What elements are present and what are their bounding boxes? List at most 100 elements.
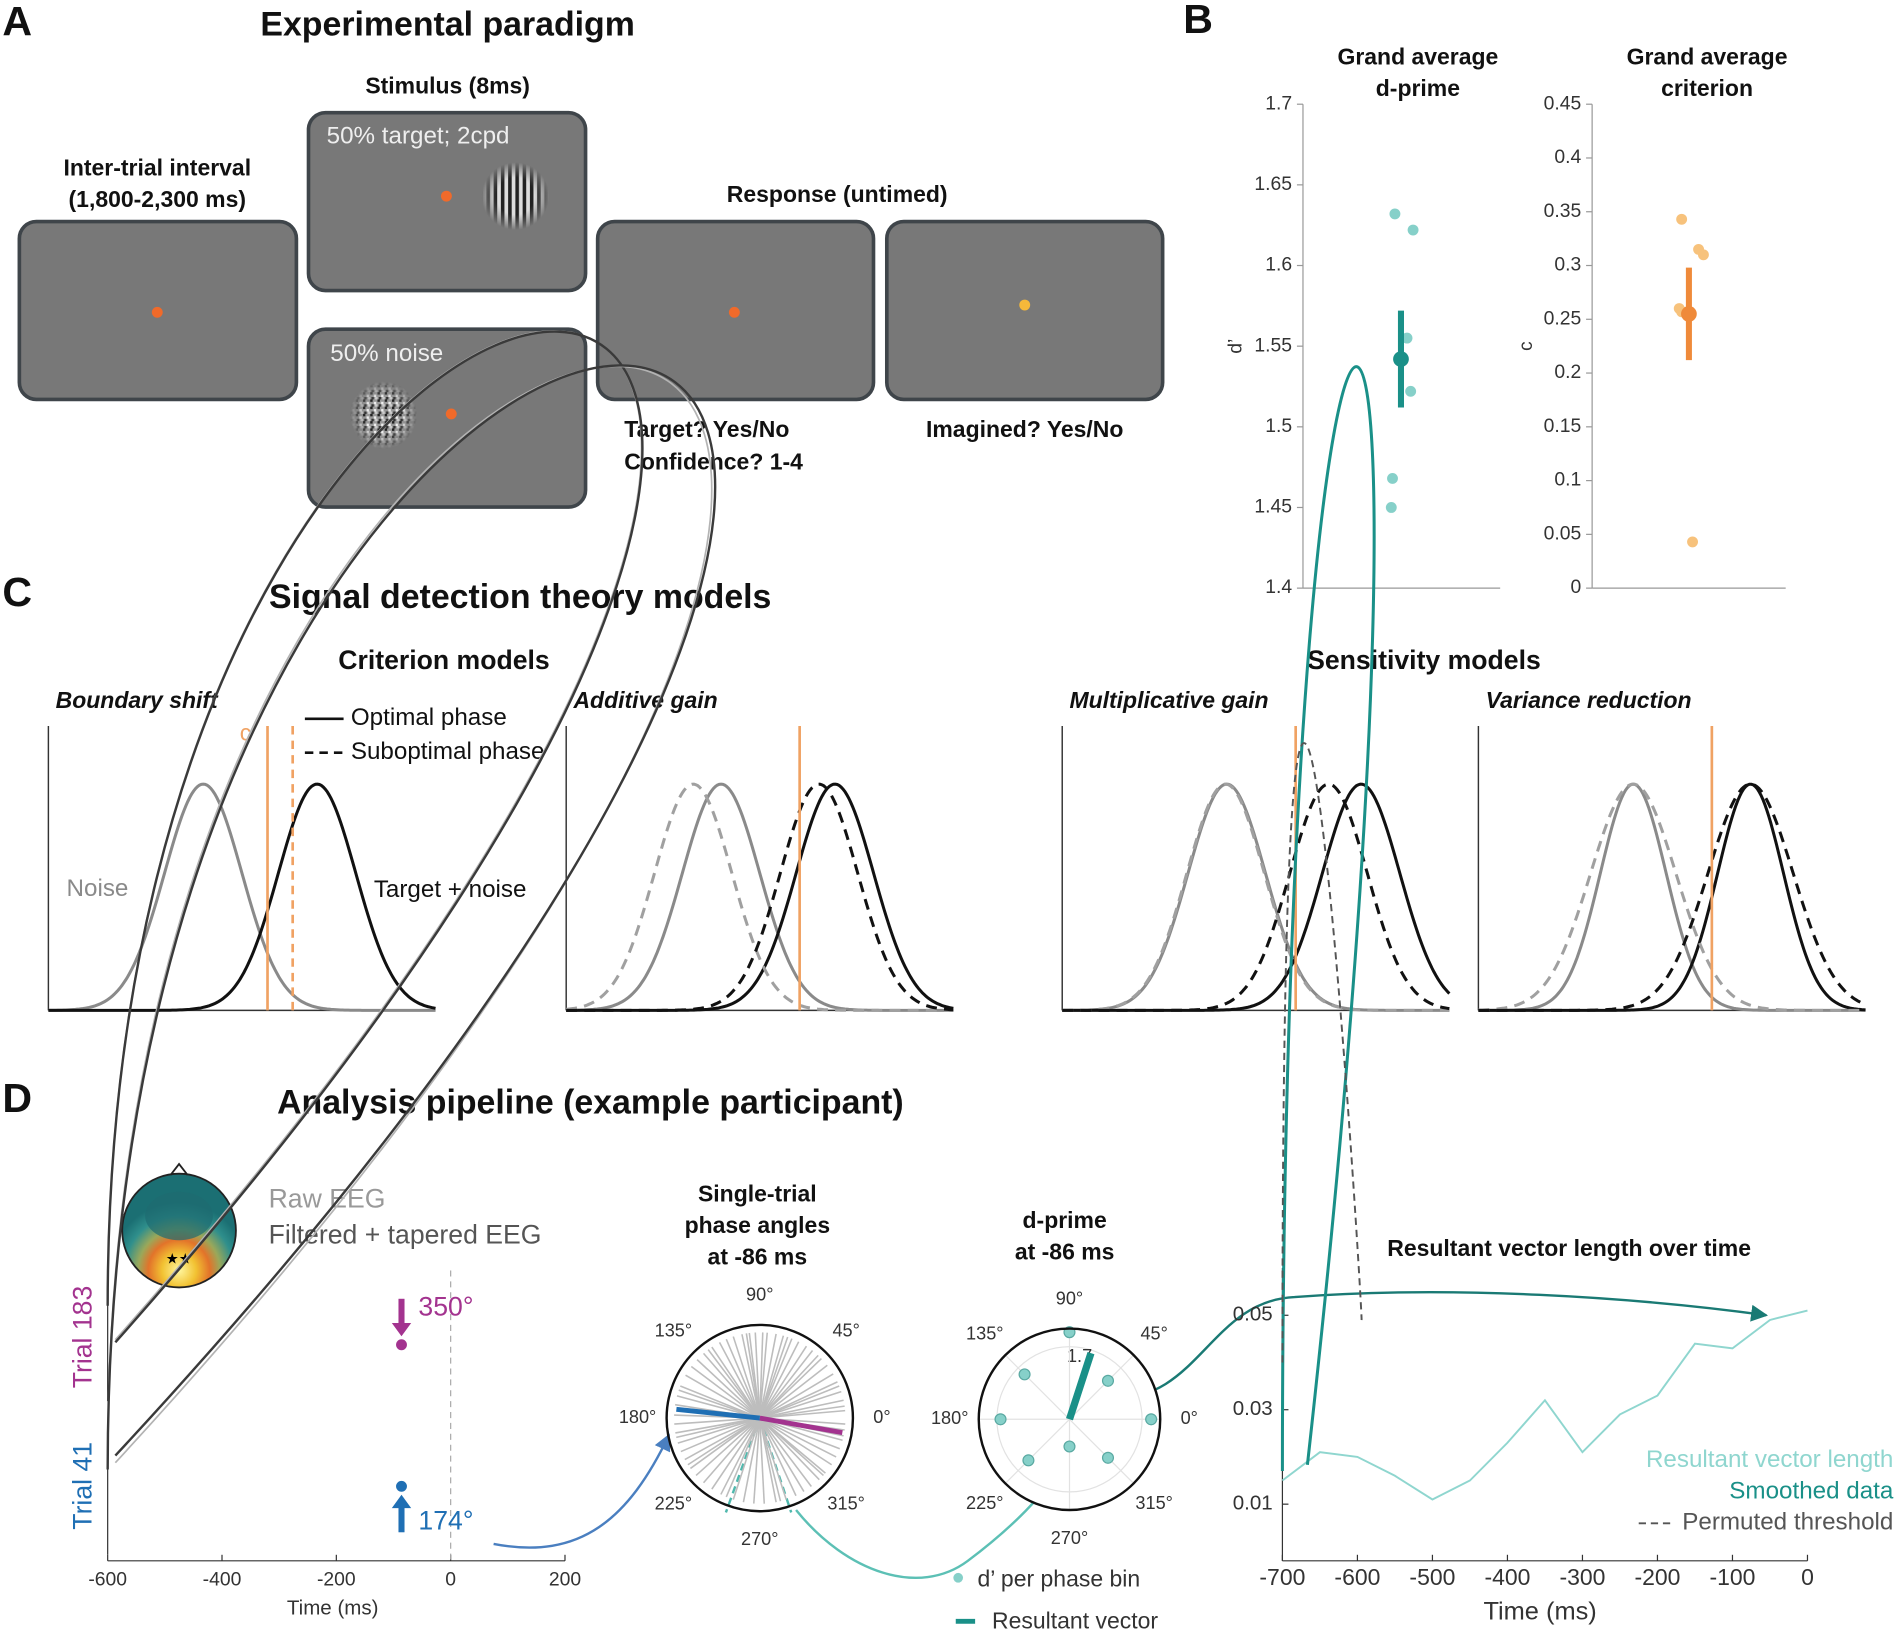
section-title: Experimental paradigm	[260, 6, 634, 44]
dprime-point	[1101, 1374, 1115, 1387]
phase-line	[702, 1352, 761, 1419]
section-title: Analysis pipeline (example participant)	[277, 1084, 904, 1122]
phase-line	[680, 1417, 761, 1453]
phase-line	[759, 1373, 834, 1419]
data-point	[1389, 208, 1401, 220]
x-axis-label: Time (ms)	[1483, 1598, 1596, 1626]
y-tick-label: 0	[1570, 576, 1581, 598]
phase-line	[753, 1418, 761, 1504]
legend-label: Permuted threshold	[1682, 1509, 1893, 1536]
y-tick-label: 0.4	[1554, 146, 1581, 168]
angle-grid	[1004, 1418, 1070, 1484]
legend-label: Raw EEG	[269, 1183, 386, 1213]
data-point	[1697, 249, 1709, 261]
angle-tick-label: 180°	[931, 1408, 969, 1428]
x-tick-label: -300	[1559, 1564, 1605, 1590]
noise-curve	[1478, 782, 1866, 1012]
angle-tick-label: 45°	[1140, 1323, 1167, 1343]
y-tick-label: 1.6	[1265, 254, 1292, 276]
screen-title: Response (untimed)	[727, 181, 948, 207]
y-tick-label: 0.2	[1554, 361, 1581, 383]
x-tick-label: -600	[1334, 1564, 1380, 1590]
panel-title: Boundary shift	[56, 687, 219, 713]
screen-text: 50% noise	[330, 340, 443, 367]
phase-line	[732, 1417, 761, 1500]
angle-grid	[1004, 1354, 1070, 1420]
x-axis-label: Time (ms)	[287, 1597, 379, 1620]
y-tick-label: 0.15	[1544, 415, 1582, 437]
panel-title: Variance reduction	[1486, 687, 1692, 713]
legend-label: Suboptimal phase	[351, 738, 545, 765]
phase-line	[690, 1365, 761, 1419]
angle-tick-label: 0°	[1181, 1408, 1198, 1428]
question: Imagined? Yes/No	[926, 416, 1123, 442]
panel-title: Multiplicative gain	[1069, 687, 1268, 713]
y-tick-label: 0.45	[1544, 92, 1582, 114]
data-point	[1401, 332, 1413, 344]
phase-line	[759, 1417, 805, 1492]
angle-tick-label: 0°	[873, 1407, 890, 1427]
angle-tick-label: 225°	[966, 1493, 1004, 1513]
chart-title: at -86 ms	[1015, 1239, 1115, 1265]
dprime-point	[1018, 1368, 1031, 1381]
trial-label: Trial 41	[68, 1442, 98, 1530]
raw-trace	[106, 365, 713, 1464]
phase-line	[754, 1332, 761, 1419]
data-point	[1407, 224, 1419, 236]
target-curve	[566, 782, 954, 1012]
phase-line	[759, 1390, 842, 1419]
y-tick-label: 1.4	[1265, 576, 1292, 598]
legend-label: Smoothed data	[1729, 1477, 1894, 1504]
resultant-vector	[1066, 1351, 1095, 1421]
phase-line	[759, 1417, 841, 1450]
noise-curve	[1062, 782, 1450, 1012]
angle-tick-label: 180°	[619, 1407, 657, 1427]
legend-label: Resultant vector	[992, 1608, 1158, 1634]
y-tick-label: 0.35	[1544, 200, 1582, 222]
phase-line	[759, 1417, 833, 1466]
dprime-point	[994, 1413, 1007, 1426]
angle-tick-label: 315°	[1135, 1493, 1173, 1513]
chart-title: at -86 ms	[708, 1243, 808, 1269]
dprime-point	[1101, 1451, 1115, 1464]
y-tick-label: 1.65	[1254, 173, 1292, 195]
dprime-point	[1022, 1454, 1035, 1467]
target-curve	[1062, 782, 1451, 1012]
topomap-contour	[145, 1191, 213, 1241]
phase-line	[725, 1338, 761, 1419]
legend-label: d’ per phase bin	[978, 1565, 1141, 1591]
phase-line	[696, 1359, 761, 1419]
phase-line	[759, 1405, 845, 1419]
y-tick-label: 1.45	[1254, 496, 1292, 518]
angle-grid	[1069, 1354, 1135, 1420]
noise-curve	[48, 782, 436, 1012]
phase-line	[702, 1417, 761, 1484]
phase-line	[759, 1417, 812, 1487]
filtered-trace	[106, 364, 717, 1470]
phase-line	[685, 1374, 761, 1419]
noise-curve	[566, 782, 954, 1012]
highlight-phase	[676, 1406, 761, 1421]
x-tick-label: -700	[1259, 1564, 1305, 1590]
phase-label: 350°	[418, 1291, 473, 1321]
phase-line	[759, 1364, 828, 1419]
screen-title: (1,800-2,300 ms)	[69, 186, 246, 212]
mean-point	[1681, 306, 1697, 322]
data-point	[1387, 472, 1398, 484]
angle-tick-label: 135°	[655, 1320, 693, 1340]
phase-line	[759, 1354, 819, 1419]
flow-arrow	[493, 1433, 671, 1549]
phase-line	[678, 1389, 761, 1419]
gabor-patch	[481, 162, 550, 231]
noise-curve	[1478, 782, 1866, 1012]
chart-title: d-prime	[1376, 75, 1460, 101]
mean-point	[1393, 351, 1409, 367]
legend-label: Resultant vector length	[1646, 1446, 1893, 1473]
x-tick-label: -100	[1709, 1564, 1755, 1590]
phase-line	[711, 1417, 761, 1490]
topomap-nose	[169, 1162, 189, 1176]
y-axis-label: d’	[1225, 339, 1247, 354]
polar-frame	[665, 1323, 855, 1513]
angle-tick-label: 270°	[741, 1529, 779, 1549]
curve-label: Noise	[67, 875, 129, 902]
